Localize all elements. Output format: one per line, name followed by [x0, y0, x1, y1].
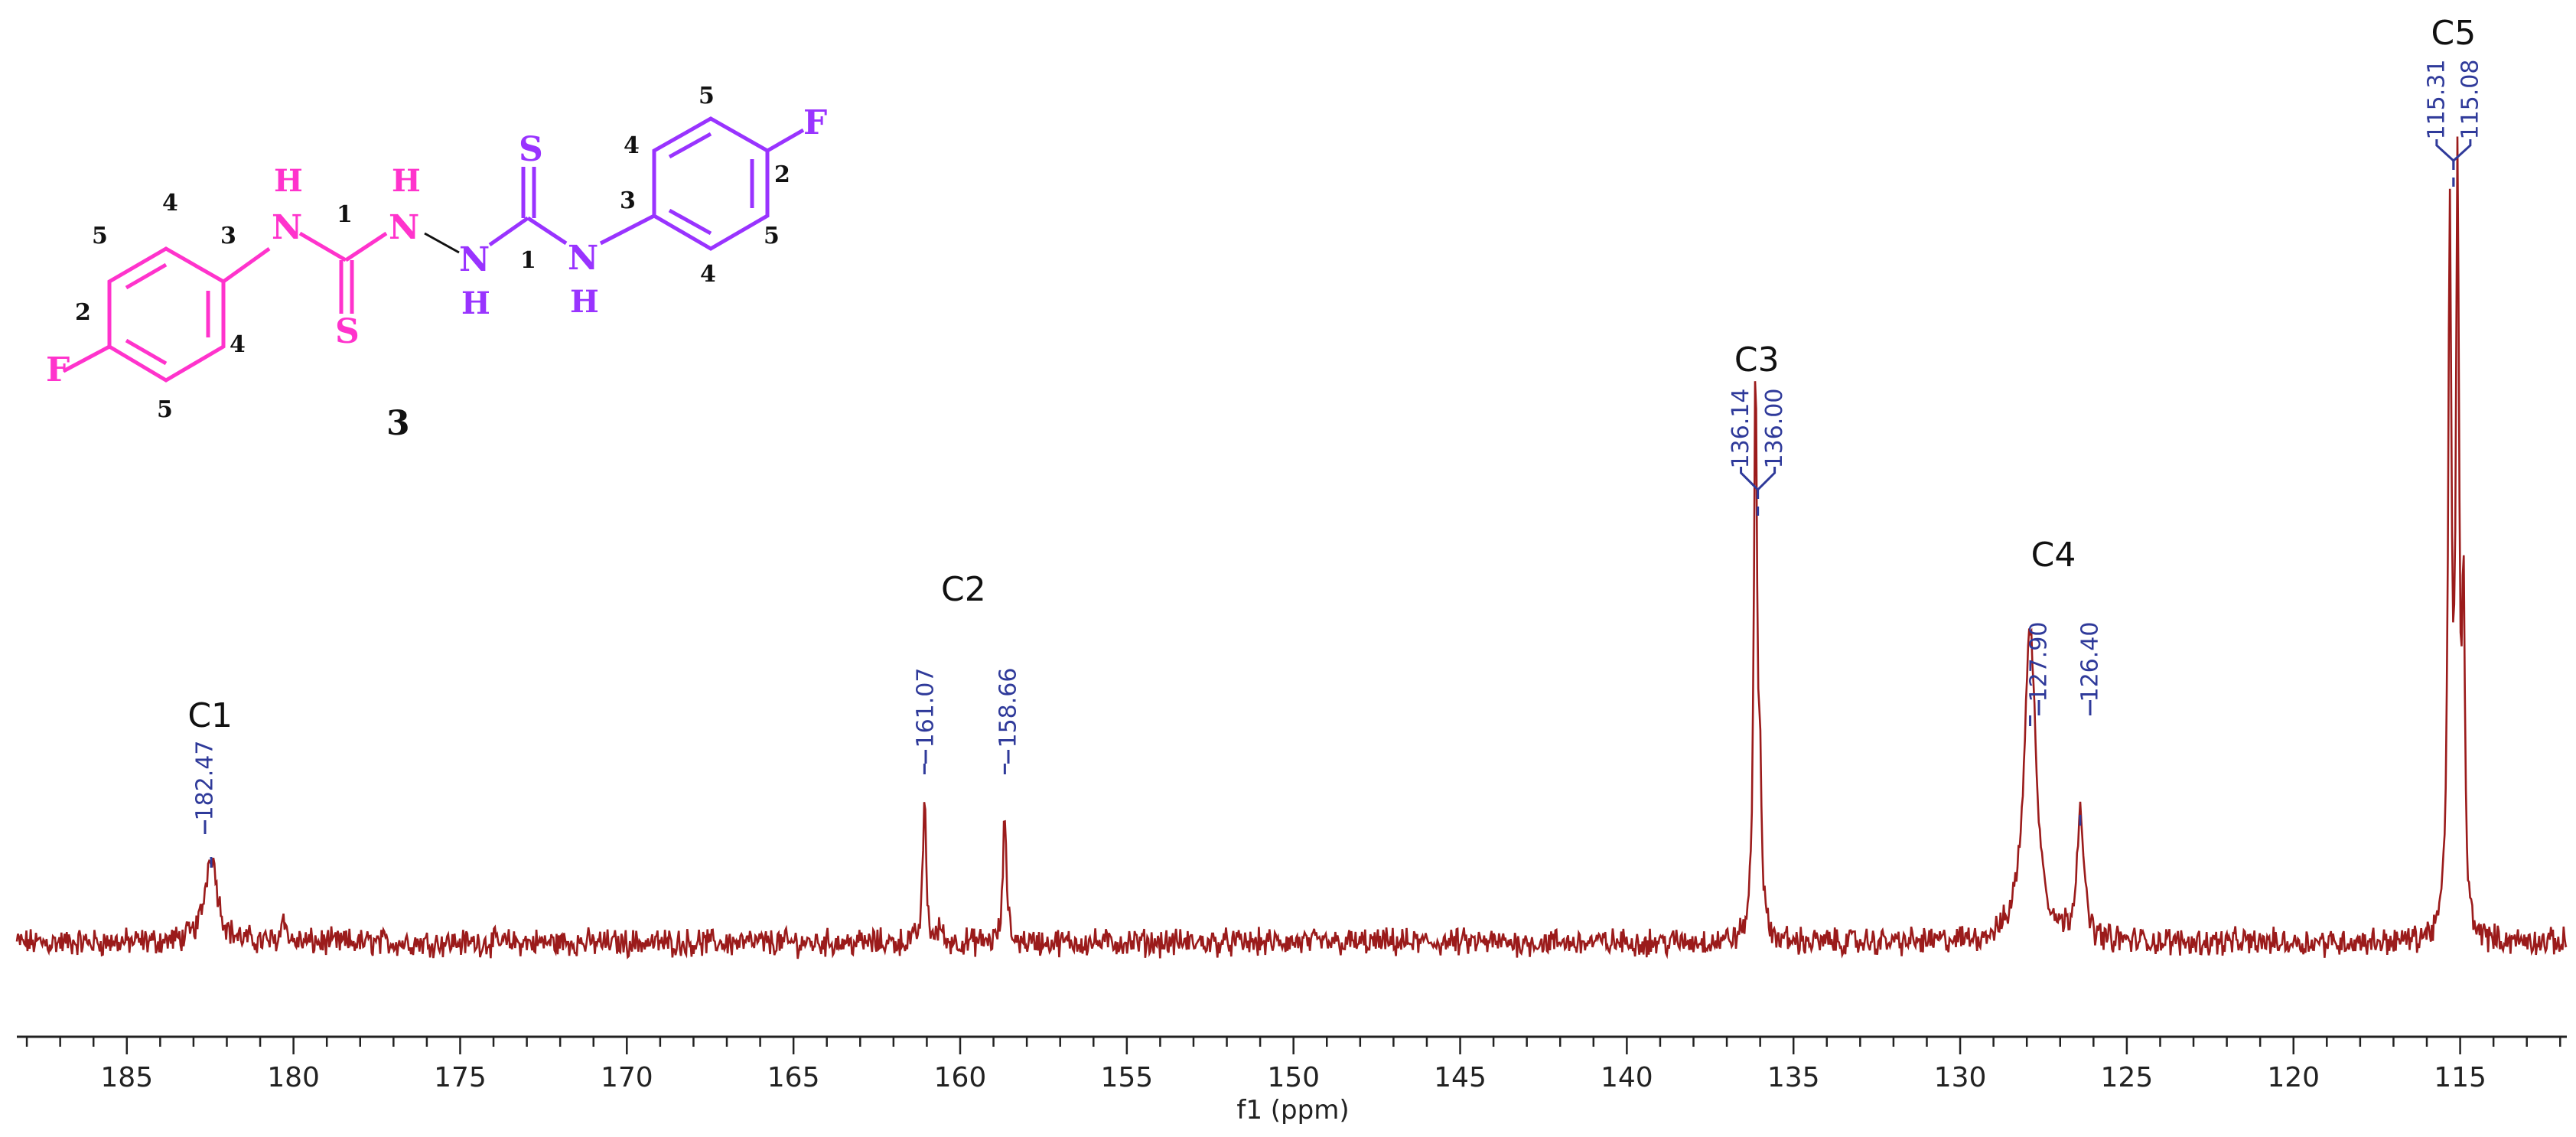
carbon-group-label: C4: [2031, 536, 2076, 575]
carbon-group-label: C3: [1734, 340, 1780, 380]
x-tick-label: 175: [434, 1062, 487, 1093]
right-ring-number-para: 2: [774, 161, 790, 188]
peak-labels: 182.47 161.07 158.66 136.14 136.00 127.90 126.…: [187, 14, 2483, 868]
right-fluorine-atom: F: [803, 103, 827, 142]
x-tick-label: 130: [1934, 1062, 1987, 1093]
left-fluorine-atom: F: [46, 350, 70, 389]
right-n-c-bond: [488, 216, 529, 247]
left-amine-n-atom: N: [272, 208, 302, 247]
left-ring-number-lower-right: 4: [230, 331, 246, 358]
x-tick-label: 185: [100, 1062, 153, 1093]
right-ring-number-top: 5: [699, 83, 715, 109]
x-tick-label: 145: [1434, 1062, 1487, 1093]
right-amine-h-atom: H: [570, 284, 599, 320]
right-amine-n-atom: N: [568, 239, 598, 278]
right-ring-number-ipso: 3: [620, 187, 636, 214]
carbon-group-label: C1: [187, 696, 233, 735]
right-ring-double-bond-1: [668, 132, 712, 159]
x-axis-label: f1 (ppm): [1236, 1095, 1349, 1126]
x-tick-label: 180: [267, 1062, 320, 1093]
x-tick-label: 135: [1767, 1062, 1820, 1093]
left-sulfur-atom: S: [335, 312, 360, 351]
peak-value-label: 115.08: [2457, 60, 2483, 140]
hydrazine-n-left-atom: N: [389, 208, 419, 247]
left-ring-number-ipso: 3: [220, 223, 236, 249]
compound-number: 3: [386, 404, 410, 443]
left-c-n-bond: [344, 231, 388, 262]
peak-fork-branch: [1757, 467, 1776, 491]
left-ring-number-top: 4: [162, 190, 178, 217]
peak-value-label: 127.90: [2026, 622, 2053, 702]
right-ring-number-lower-right: 5: [764, 223, 780, 249]
left-ring-number-para: 2: [75, 299, 91, 326]
spectrum-plot: [15, 136, 2568, 959]
peak-fork-branch: [1740, 467, 1759, 491]
x-tick-label: 115: [2434, 1062, 2486, 1093]
left-ring-number-upper-left: 5: [92, 223, 108, 249]
peak-value-label: 126.40: [2077, 622, 2104, 702]
right-ring-number-upper-left: 4: [624, 132, 640, 159]
x-tick-label: 165: [767, 1062, 820, 1093]
x-tick-label: 140: [1601, 1062, 1653, 1093]
left-thiocarbonyl-number: 1: [337, 201, 353, 228]
left-n-c-bond: [298, 231, 347, 262]
peak-value-label: 136.14: [1728, 389, 1754, 469]
chemical-structure: [62, 116, 805, 383]
x-tick-label: 170: [601, 1062, 653, 1093]
chemical-structure-labels: F N H S N H N H S N H F 4 3 5 2 5 4 1 1 …: [46, 83, 827, 443]
peak-fork-branch: [2452, 139, 2472, 162]
right-sulfur-atom: S: [519, 130, 543, 169]
right-ring-double-bond-3: [668, 208, 712, 236]
peak-value-label: 182.47: [192, 741, 219, 821]
left-f-bond: [62, 344, 111, 373]
spectrum-trace: [15, 136, 2568, 959]
left-ring-number-bottom: 5: [157, 396, 173, 423]
n-n-bond: [424, 232, 460, 254]
x-tick-label: 150: [1267, 1062, 1320, 1093]
right-thiocarbonyl-number: 1: [520, 247, 536, 274]
peak-fork-branch: [2435, 139, 2454, 162]
carbon-group-label: C2: [941, 570, 986, 609]
peak-value-label: 136.00: [1761, 389, 1788, 469]
x-axis: 185 180 175 170 165 160 155 150 145 140 135 130 125 1…: [17, 1035, 2567, 1126]
right-ring-number-bottom: 4: [700, 261, 716, 288]
left-amine-h-atom: H: [274, 163, 303, 199]
hydrazine-h-right-atom: H: [461, 285, 490, 321]
peak-value-label: 115.31: [2423, 60, 2450, 140]
x-tick-label: 125: [2101, 1062, 2154, 1093]
hydrazine-n-right-atom: N: [459, 240, 490, 279]
right-n-ring-bond: [599, 213, 656, 246]
x-axis-ticks: 185 180 175 170 165 160 155 150 145 140 135 130 125 1…: [25, 1037, 2561, 1093]
peak-value-label: 158.66: [995, 668, 1022, 748]
hydrazine-h-left-atom: H: [392, 163, 421, 199]
left-ring-double-bond-3: [125, 338, 168, 366]
x-tick-label: 155: [1100, 1062, 1153, 1093]
carbon-group-label: C5: [2431, 14, 2477, 53]
x-tick-label: 120: [2267, 1062, 2320, 1093]
right-f-bond: [766, 128, 805, 153]
peak-value-label: 161.07: [913, 668, 940, 748]
left-ring-double-bond-1: [125, 262, 168, 290]
right-c-n-bond: [526, 216, 568, 246]
left-ring-n-bond: [222, 246, 271, 284]
x-tick-label: 160: [934, 1062, 987, 1093]
